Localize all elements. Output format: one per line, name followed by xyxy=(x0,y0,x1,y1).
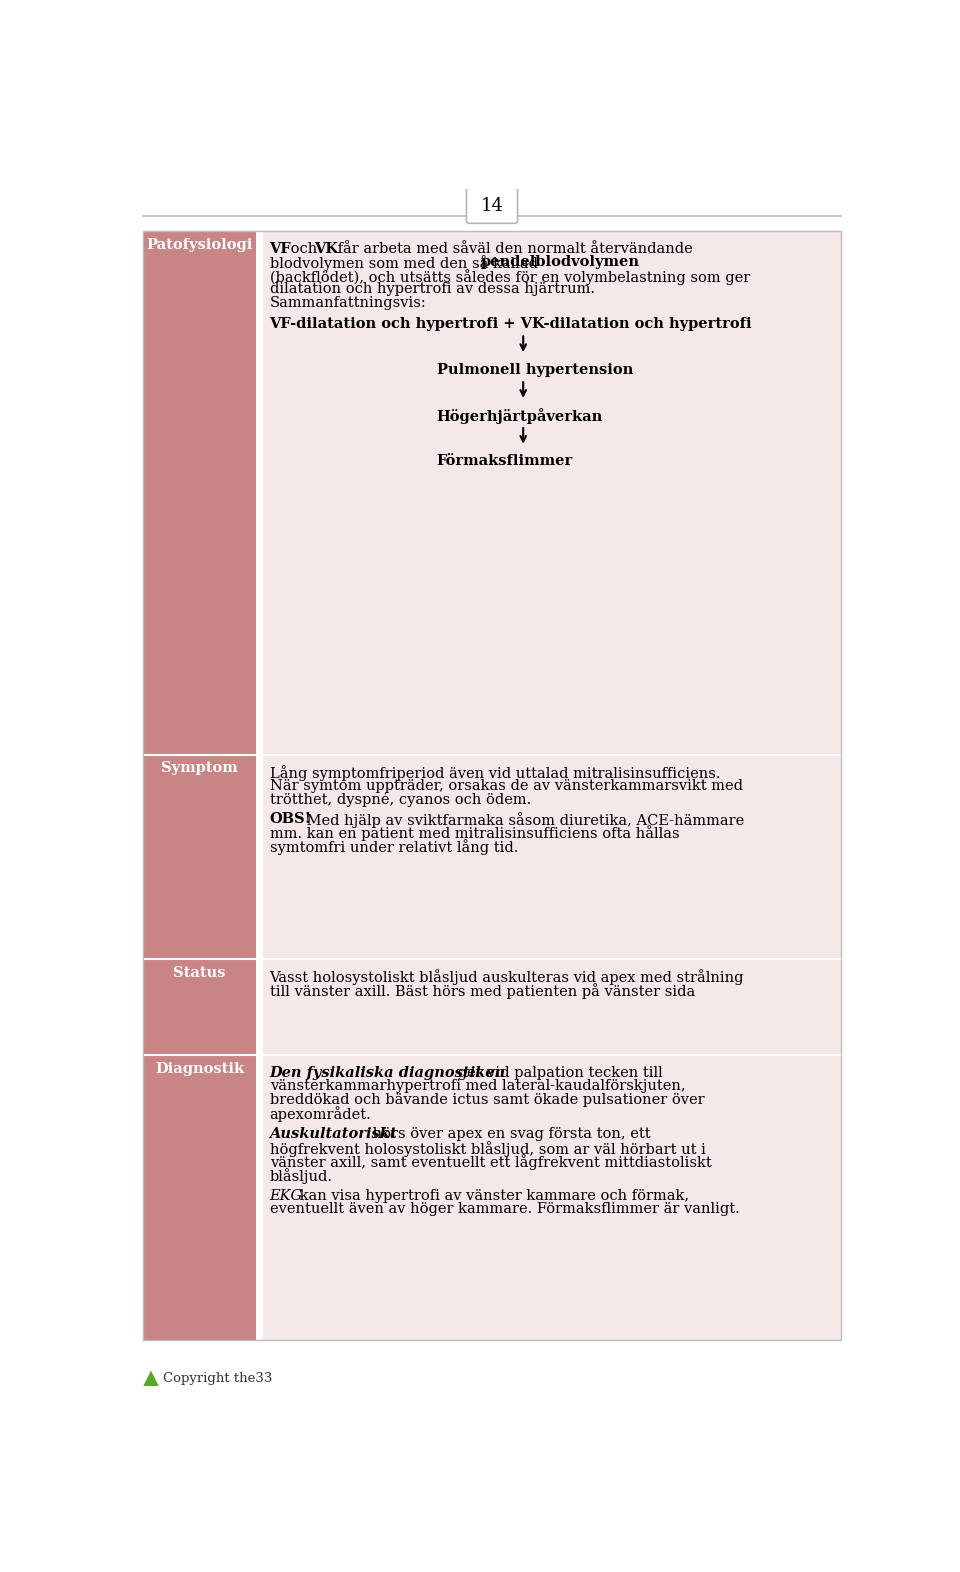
Text: Patofysiologi: Patofysiologi xyxy=(146,237,252,252)
Text: apexområdet.: apexområdet. xyxy=(270,1107,372,1122)
Text: OBS!: OBS! xyxy=(270,813,312,825)
Text: Högerhjärtpåverkan: Högerhjärtpåverkan xyxy=(437,409,603,424)
Text: dilatation och hypertrofi av dessa hjärtrum.: dilatation och hypertrofi av dessa hjärt… xyxy=(270,283,594,296)
Text: får arbeta med såväl den normalt återvändande: får arbeta med såväl den normalt återvän… xyxy=(333,242,692,256)
Text: trötthet, dyspné, cyanos och ödem.: trötthet, dyspné, cyanos och ödem. xyxy=(270,792,531,808)
Bar xyxy=(263,231,841,755)
Text: Den fysikaliska diagnostiken: Den fysikaliska diagnostiken xyxy=(270,1066,506,1080)
Text: VF-dilatation och hypertrofi + VK-dilatation och hypertrofi: VF-dilatation och hypertrofi + VK-dilata… xyxy=(270,318,753,330)
Text: blåsljud.: blåsljud. xyxy=(270,1168,332,1184)
Text: eventuellt även av höger kammare. Förmaksflimmer är vanligt.: eventuellt även av höger kammare. Förmak… xyxy=(270,1203,739,1217)
Text: vänsterkammarhypertrofi med lateral-kaudalförskjuten,: vänsterkammarhypertrofi med lateral-kaud… xyxy=(270,1078,685,1093)
Text: Copyright the33: Copyright the33 xyxy=(163,1372,273,1385)
Text: Med hjälp av sviktfarmaka såsom diuretika, ACE-hämmare: Med hjälp av sviktfarmaka såsom diuretik… xyxy=(302,813,744,828)
Text: Symptom: Symptom xyxy=(161,761,238,775)
Text: Pulmonell hypertension: Pulmonell hypertension xyxy=(437,363,633,377)
Bar xyxy=(263,755,841,959)
Text: VK: VK xyxy=(314,242,338,256)
Text: till vänster axill. Bäst hörs med patienten på vänster sida: till vänster axill. Bäst hörs med patien… xyxy=(270,982,695,998)
Text: ger vid palpation tecken till: ger vid palpation tecken till xyxy=(452,1066,662,1080)
Bar xyxy=(143,1055,255,1339)
Text: EKG: EKG xyxy=(270,1188,302,1203)
Text: Auskultatoriskt: Auskultatoriskt xyxy=(270,1127,397,1141)
FancyBboxPatch shape xyxy=(467,189,517,223)
Text: högfrekvent holosystoliskt blåsljud, som ar väl hörbart ut i: högfrekvent holosystoliskt blåsljud, som… xyxy=(270,1141,706,1157)
Text: Diagnostik: Diagnostik xyxy=(155,1061,244,1075)
Bar xyxy=(143,231,255,755)
Text: hörs över apex en svag första ton, ett: hörs över apex en svag första ton, ett xyxy=(369,1127,651,1141)
Bar xyxy=(143,959,255,1055)
Text: När symtom uppträder, orsakas de av vänsterkammarsvikt med: När symtom uppträder, orsakas de av väns… xyxy=(270,778,743,792)
Text: VF: VF xyxy=(270,242,291,256)
Bar xyxy=(263,1055,841,1339)
Text: Lång symptomfriperiod även vid uttalad mitralisinsufficiens.: Lång symptomfriperiod även vid uttalad m… xyxy=(270,766,720,781)
Text: (backflödet), och utsätts således för en volymbelastning som ger: (backflödet), och utsätts således för en… xyxy=(270,269,750,285)
Text: och: och xyxy=(286,242,323,256)
Text: Status: Status xyxy=(173,965,226,979)
Text: Sammanfattningsvis:: Sammanfattningsvis: xyxy=(270,296,426,310)
Text: blodvolymen som med den så kallad: blodvolymen som med den så kallad xyxy=(270,255,542,270)
Text: mm. kan en patient med mitralisinsufficiens ofta hållas: mm. kan en patient med mitralisinsuffici… xyxy=(270,825,680,841)
Text: pendelblodvolymen: pendelblodvolymen xyxy=(481,255,640,269)
Text: breddökad och bävande ictus samt ökade pulsationer över: breddökad och bävande ictus samt ökade p… xyxy=(270,1093,705,1107)
Text: symtomfri under relativt lång tid.: symtomfri under relativt lång tid. xyxy=(270,839,518,855)
Text: vänster axill, samt eventuellt ett lågfrekvent mittdiastoliskt: vänster axill, samt eventuellt ett lågfr… xyxy=(270,1154,711,1170)
Text: 14: 14 xyxy=(481,196,503,215)
Bar xyxy=(263,959,841,1055)
Polygon shape xyxy=(143,1371,158,1387)
Text: Förmaksflimmer: Förmaksflimmer xyxy=(437,454,573,468)
Bar xyxy=(143,755,255,959)
Text: kan visa hypertrofi av vänster kammare och förmak,: kan visa hypertrofi av vänster kammare o… xyxy=(296,1188,689,1203)
Text: Vasst holosystoliskt blåsljud auskulteras vid apex med strålning: Vasst holosystoliskt blåsljud auskultera… xyxy=(270,970,744,986)
